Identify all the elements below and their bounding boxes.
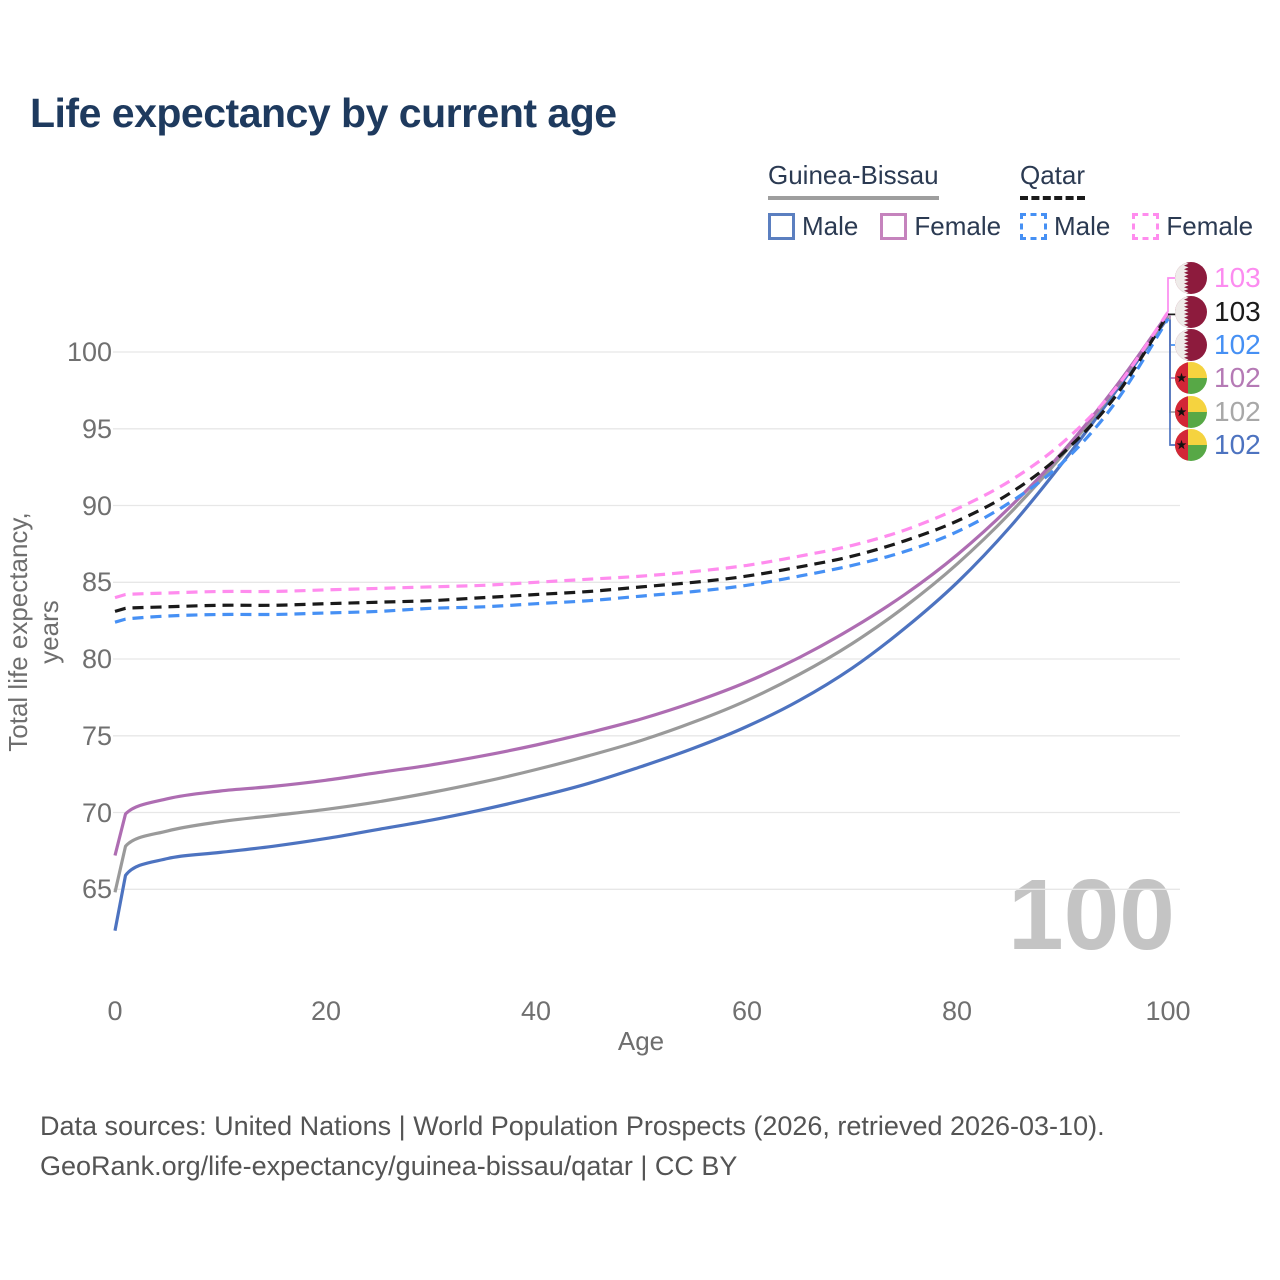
legend-swatch-solid [880,213,908,240]
legend-group-qatar: Qatar Male Female [1020,160,1253,242]
legend-item-label: Female [1166,211,1254,241]
end-label-row-guinea-bissau-both-sexes: 102 [1175,396,1261,428]
x-tick-label-20: 20 [310,996,342,1026]
y-tick-label-75: 75 [81,721,112,751]
legend-item-label: Male [802,211,859,241]
data-sources-line2: GeoRank.org/life-expectancy/guinea-bissa… [40,1151,738,1181]
series-line-qatar-male[interactable] [114,318,1170,624]
legend-swatch-solid [768,213,795,240]
age-watermark: 100 [1008,859,1175,971]
end-label-row-qatar-both-sexes: 103 [1175,296,1261,328]
legend-item-guinea-bissau-female[interactable]: Female [880,211,1001,242]
qatar-flag-icon [1175,262,1207,294]
guinea-bissau-flag-icon [1175,429,1207,461]
legend-group-title: Guinea-Bissau [768,160,939,200]
qatar-flag-icon [1175,296,1207,328]
series-line-guinea-bissau-male[interactable] [113,316,1170,931]
guinea-bissau-flag-icon [1175,396,1207,428]
end-label-leader-line [1167,277,1176,313]
page-title: Life expectancy by current age [30,90,617,136]
x-tick-label-0: 0 [107,996,123,1026]
data-sources: Data sources: United Nations | World Pop… [40,1106,1105,1186]
legend-item-qatar-male[interactable]: Male [1020,211,1110,242]
end-label-value: 103 [1214,262,1261,293]
legend-group-title: Qatar [1020,160,1086,200]
end-label-row-qatar-male: 102 [1175,329,1261,361]
legend-item-guinea-bissau-male[interactable]: Male [768,211,858,242]
y-tick-label-90: 90 [81,491,112,521]
series-line-qatar-female[interactable] [114,311,1170,600]
end-label-row-guinea-bissau-female: 102 [1175,362,1261,394]
legend-swatch-dashed [1020,213,1047,240]
legend-item-qatar-female[interactable]: Female [1132,211,1253,242]
y-tick-label-85: 85 [81,567,112,597]
end-label-value: 102 [1214,329,1261,360]
end-label-leader-line [1169,319,1176,446]
x-axis-title: Age [617,1026,665,1056]
series-line-qatar-both-sexes[interactable] [114,313,1170,613]
series-line-guinea-bissau-both-sexes[interactable] [113,314,1170,893]
guinea-bissau-flag-icon [1175,362,1207,394]
end-label-value: 102 [1214,429,1261,460]
y-tick-label-70: 70 [81,798,112,828]
x-tick-label-80: 80 [941,996,973,1026]
end-label-row-qatar-female: 103 [1175,262,1261,294]
end-label-value: 103 [1214,296,1261,327]
legend-swatch-dashed [1132,213,1160,240]
legend-item-label: Male [1054,211,1111,241]
data-sources-line1: Data sources: United Nations | World Pop… [40,1111,1105,1141]
y-tick-label-95: 95 [81,414,112,444]
legend-group-guinea-bissau: Guinea-Bissau Male Female [768,160,1001,242]
end-label-value: 102 [1214,396,1261,427]
legend-item-label: Female [914,211,1002,241]
series-line-guinea-bissau-female[interactable] [113,312,1170,856]
x-tick-label-100: 100 [1145,996,1191,1026]
end-label-row-guinea-bissau-male: 102 [1175,429,1261,461]
y-tick-label-100: 100 [66,337,112,367]
qatar-flag-icon [1175,329,1207,361]
end-label-value: 102 [1214,362,1261,393]
y-tick-label-80: 80 [81,644,112,674]
x-tick-label-60: 60 [731,996,763,1026]
y-tick-label-65: 65 [81,874,112,904]
x-tick-label-40: 40 [520,996,552,1026]
